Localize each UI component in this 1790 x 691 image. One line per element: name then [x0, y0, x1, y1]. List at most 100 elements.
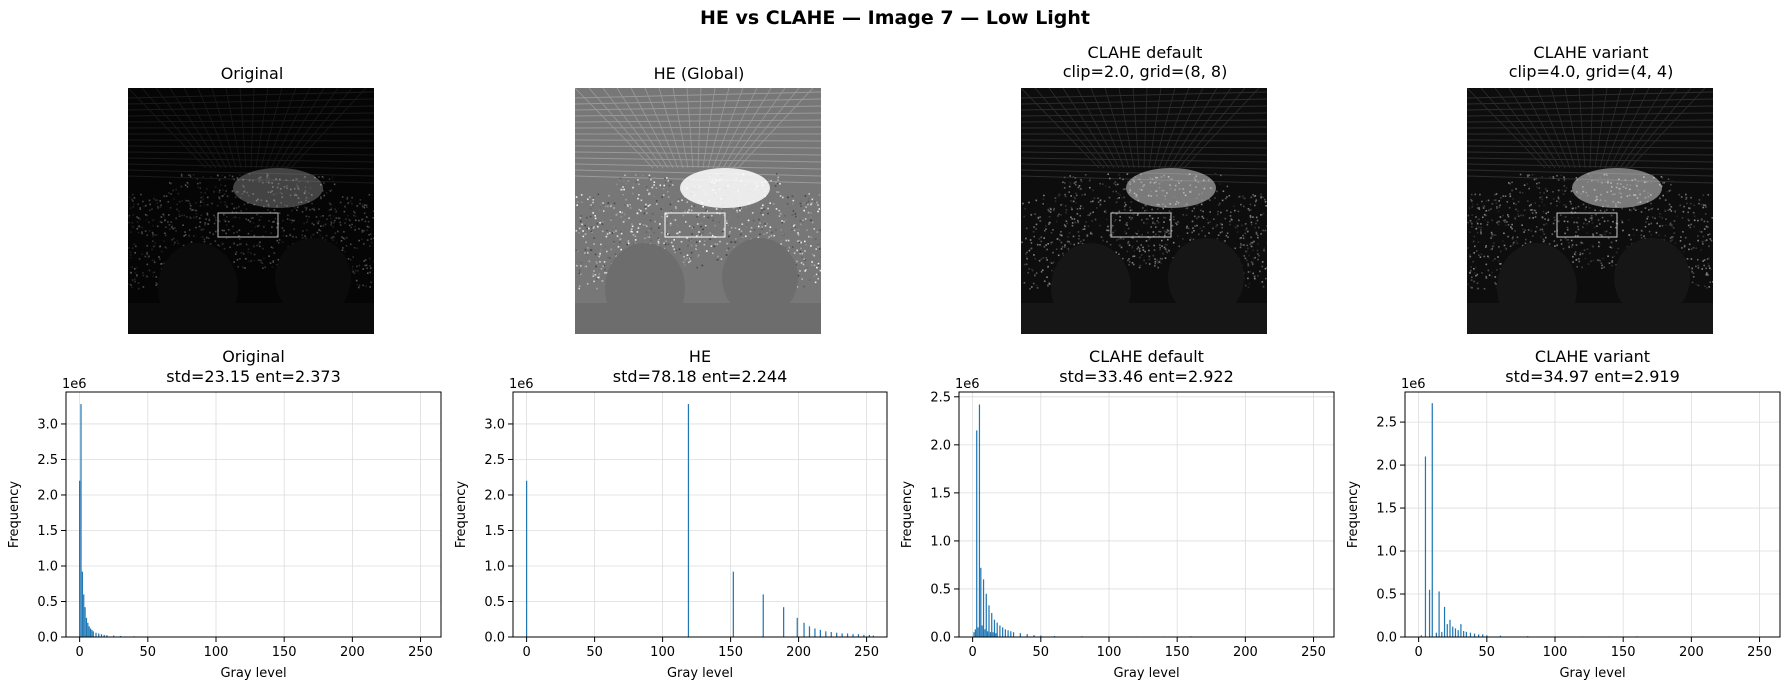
crowd-speck — [1697, 239, 1699, 242]
crowd-speck — [1209, 187, 1212, 189]
crowd-speck — [663, 229, 665, 232]
roof-beam — [602, 88, 664, 169]
crowd-speck — [582, 235, 585, 238]
crowd-speck — [362, 203, 364, 206]
crowd-speck — [1177, 235, 1179, 237]
crowd-speck — [649, 219, 652, 222]
crowd-speck — [1201, 229, 1203, 232]
crowd-speck — [1133, 180, 1136, 183]
roof-beam — [1467, 105, 1713, 111]
crowd-speck — [159, 245, 161, 248]
roof-beam — [1178, 88, 1246, 169]
crowd-speck — [292, 205, 295, 208]
histogram-bar — [814, 628, 816, 637]
crowd-speck — [587, 252, 589, 254]
crowd-speck — [184, 234, 187, 236]
crowd-speck — [294, 192, 297, 195]
crowd-speck — [1177, 180, 1180, 182]
crowd-speck — [1566, 220, 1569, 223]
roof-beam — [1467, 145, 1713, 149]
roof-beam — [128, 139, 374, 142]
crowd-speck — [1023, 263, 1026, 266]
foreground-silhouette — [722, 238, 798, 318]
crowd-speck — [1252, 272, 1254, 275]
foreground-band — [575, 303, 821, 334]
crowd-speck — [1667, 209, 1670, 211]
crowd-speck — [271, 266, 274, 268]
image-title-clahe-variant: CLAHE variant clip=4.0, grid=(4, 4) — [1508, 43, 1674, 81]
crowd-speck — [1509, 182, 1511, 185]
crowd-speck — [172, 189, 174, 192]
crowd-speck — [262, 247, 264, 250]
crowd-speck — [1679, 204, 1682, 207]
crowd-speck — [1664, 209, 1666, 212]
crowd-speck — [647, 203, 650, 205]
crowd-speck — [723, 227, 725, 230]
crowd-speck — [240, 251, 243, 254]
crowd-speck — [1575, 244, 1578, 246]
crowd-speck — [316, 221, 318, 223]
stage-light — [233, 168, 323, 208]
crowd-speck — [222, 189, 225, 192]
crowd-speck — [695, 244, 697, 247]
crowd-speck — [623, 188, 625, 191]
crowd-speck — [1258, 226, 1260, 229]
crowd-speck — [763, 208, 765, 210]
crowd-speck — [1688, 207, 1690, 209]
foreground-band — [1021, 303, 1267, 334]
crowd-speck — [1511, 227, 1513, 230]
crowd-speck — [610, 214, 612, 216]
crowd-speck — [1640, 237, 1643, 239]
crowd-speck — [1079, 205, 1082, 207]
crowd-speck — [631, 223, 633, 225]
crowd-speck — [1469, 219, 1472, 222]
crowd-speck — [265, 200, 268, 202]
crowd-speck — [159, 200, 161, 202]
crowd-speck — [575, 230, 578, 232]
crowd-speck — [348, 224, 351, 227]
crowd-speck — [730, 241, 733, 243]
crowd-speck — [232, 225, 234, 228]
crowd-speck — [673, 239, 675, 241]
crowd-speck — [687, 211, 689, 214]
crowd-speck — [1587, 204, 1590, 207]
crowd-speck — [1251, 241, 1254, 244]
crowd-speck — [170, 193, 172, 195]
crowd-speck — [1186, 232, 1189, 234]
crowd-speck — [734, 241, 736, 243]
crowd-speck — [1247, 262, 1249, 265]
crowd-speck — [1155, 233, 1157, 236]
crowd-speck — [651, 213, 654, 215]
crowd-speck — [1126, 173, 1129, 175]
histogram-bar — [836, 632, 838, 637]
crowd-speck — [1659, 197, 1661, 200]
crowd-speck — [1049, 207, 1052, 210]
crowd-speck — [315, 216, 318, 218]
crowd-speck — [156, 283, 158, 285]
crowd-speck — [1159, 257, 1162, 260]
crowd-speck — [1584, 218, 1586, 220]
crowd-speck — [1035, 272, 1038, 274]
crowd-speck — [617, 246, 620, 248]
crowd-speck — [726, 222, 728, 224]
crowd-speck — [588, 260, 591, 263]
crowd-speck — [295, 236, 297, 238]
crowd-speck — [598, 273, 601, 275]
crowd-speck — [1161, 258, 1163, 260]
crowd-speck — [367, 272, 369, 274]
crowd-speck — [238, 229, 241, 232]
crowd-speck — [666, 222, 668, 224]
crowd-speck — [776, 191, 778, 193]
histogram-bar — [1424, 456, 1427, 637]
crowd-speck — [366, 239, 369, 241]
crowd-speck — [1107, 173, 1109, 175]
histogram-bar — [732, 571, 734, 637]
crowd-speck — [233, 261, 235, 263]
crowd-speck — [757, 225, 760, 228]
histogram-bar — [79, 480, 81, 637]
crowd-speck — [758, 218, 760, 221]
crowd-speck — [1038, 238, 1041, 240]
crowd-speck — [245, 218, 247, 220]
crowd-speck — [153, 259, 155, 262]
crowd-speck — [1567, 238, 1569, 241]
